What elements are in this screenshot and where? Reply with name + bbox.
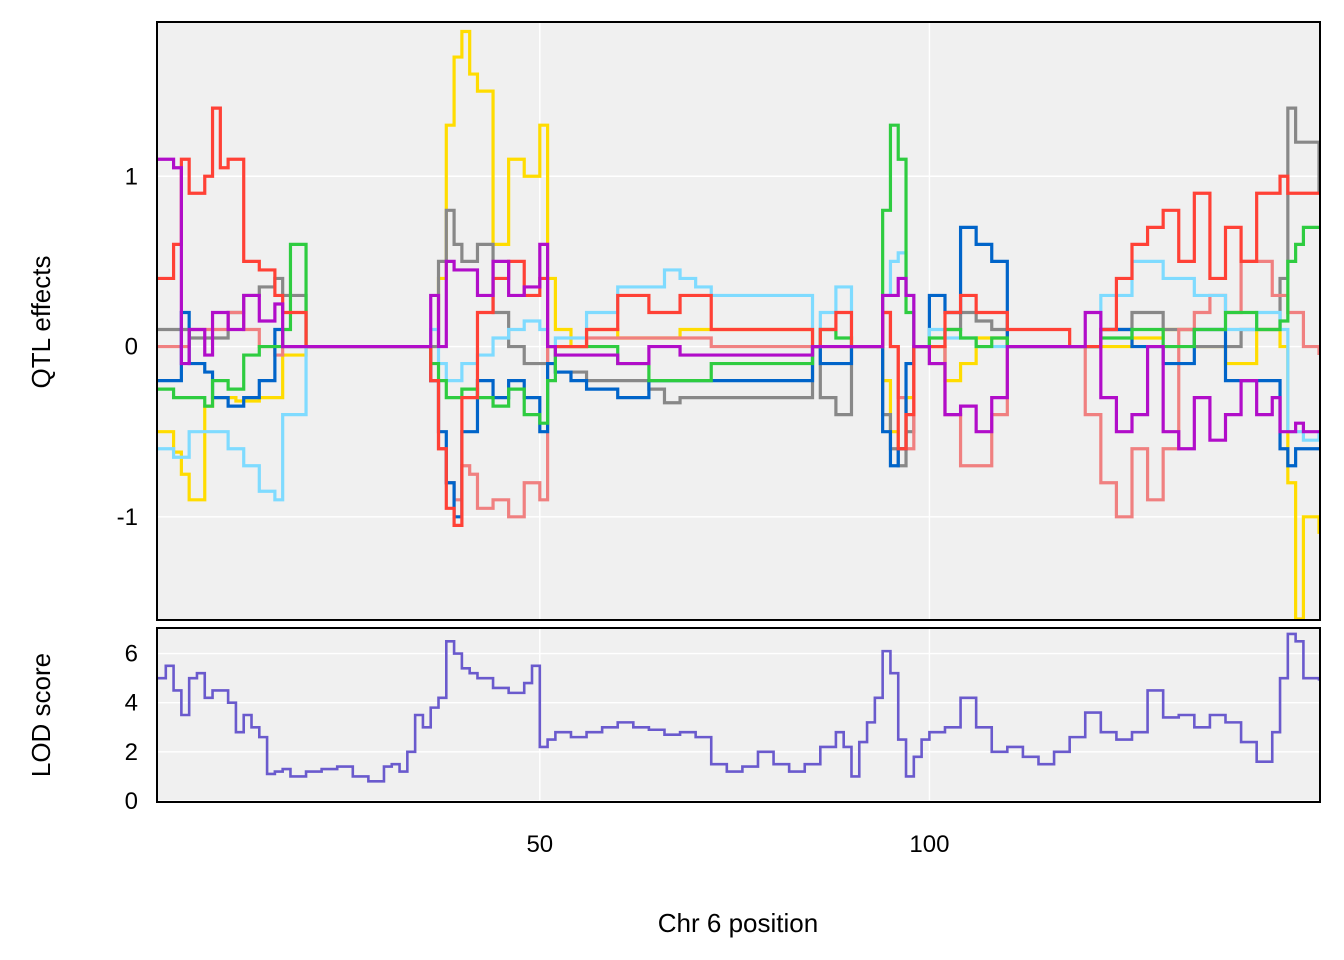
lod-y-ticks: 0 2 4 6 [125, 641, 138, 815]
x-axis-ticks: 50 100 [526, 831, 949, 858]
effects-y-tick-label: 0 [125, 334, 138, 361]
x-axis-title: Chr 6 position [658, 908, 818, 938]
effects-plot-frame [156, 21, 1321, 621]
lod-y-tick-label: 2 [125, 739, 138, 766]
effects-y-ticks: -1 0 1 [117, 163, 138, 531]
x-tick-label: 100 [909, 831, 949, 858]
lod-plot-frame [156, 627, 1321, 803]
x-tick-label: 50 [526, 831, 553, 858]
lod-series [158, 632, 1321, 783]
effects-series-line-5 [158, 123, 1319, 425]
lod-y-tick-label: 6 [125, 641, 138, 668]
effects-series-line-4 [158, 251, 1321, 502]
effects-panel: -1 0 1 QTL effects [26, 21, 1321, 621]
effects-y-tick-label: -1 [117, 504, 138, 531]
effects-series [158, 29, 1321, 621]
effects-plot-background [156, 21, 1321, 621]
lod-series-line-0 [158, 632, 1321, 783]
effects-y-axis-title: QTL effects [26, 256, 56, 389]
lod-panel: 0 2 4 6 50 100 LOD score Chr 6 position [26, 627, 1321, 938]
effects-y-tick-label: 1 [125, 163, 138, 190]
effects-series-line-7 [158, 157, 1319, 451]
lod-y-tick-label: 4 [125, 690, 138, 717]
lod-y-tick-label: 0 [125, 788, 138, 815]
effects-series-line-6 [158, 106, 1319, 527]
lod-y-axis-title: LOD score [26, 653, 56, 777]
